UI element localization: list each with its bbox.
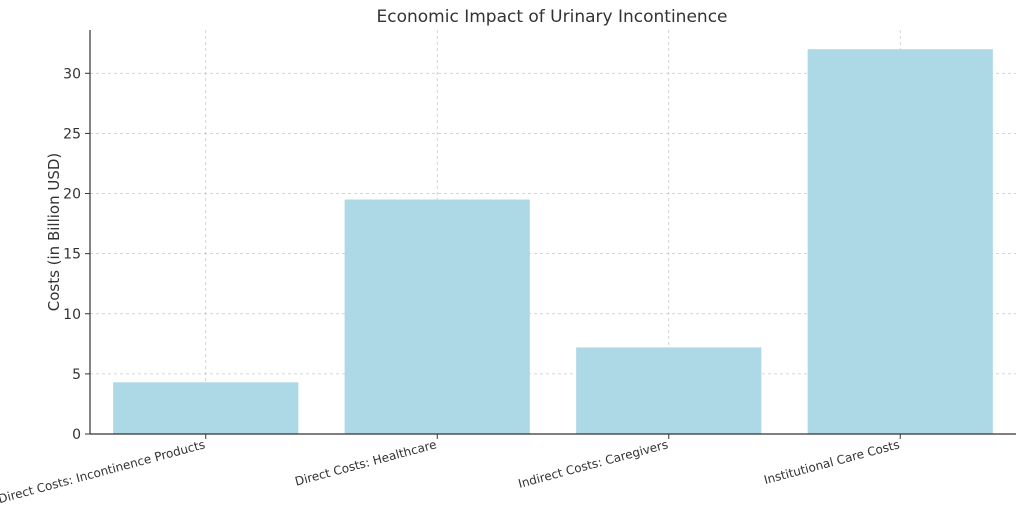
x-tick-label: Institutional Care Costs bbox=[762, 437, 901, 487]
y-tick-label: 5 bbox=[72, 367, 81, 383]
y-tick-label: 15 bbox=[63, 247, 81, 263]
y-tick-label: 10 bbox=[63, 307, 81, 323]
x-tick-label: Indirect Costs: Caregivers bbox=[517, 437, 670, 491]
bar-2 bbox=[576, 347, 762, 434]
y-tick-label: 25 bbox=[63, 126, 81, 142]
bar-1 bbox=[344, 199, 530, 434]
y-tick-label: 0 bbox=[72, 427, 81, 443]
bar-3 bbox=[807, 49, 993, 434]
bar-0 bbox=[113, 382, 299, 434]
y-tick-label: 30 bbox=[63, 66, 81, 82]
axes-layer bbox=[89, 30, 1016, 435]
y-axis-label: Costs (in Billion USD) bbox=[45, 153, 63, 312]
x-tick-label: Direct Costs: Incontinence Products bbox=[0, 437, 207, 506]
bars-layer bbox=[113, 49, 993, 434]
x-tick-label: Direct Costs: Healthcare bbox=[293, 437, 438, 488]
y-tick-label: 20 bbox=[63, 187, 81, 203]
chart-title: Economic Impact of Urinary Incontinence bbox=[377, 7, 728, 27]
